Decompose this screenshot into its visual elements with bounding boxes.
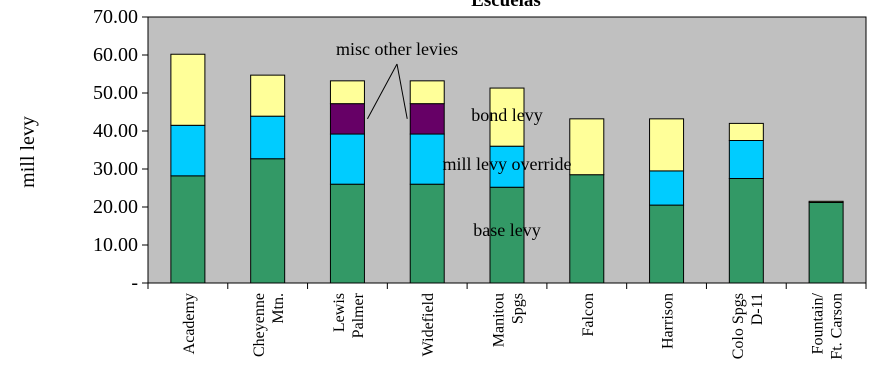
- annotation-base-label: base levy: [473, 220, 540, 240]
- misc-leader-line-3: [396, 63, 408, 119]
- bar-segment-override-4: [489, 145, 525, 188]
- x-tick-label-2: Lewis Palmer: [331, 292, 367, 338]
- bar-segment-bond-2: [329, 80, 365, 105]
- x-tick-label-line: Harrison: [660, 293, 677, 349]
- y-tick-label-2: 20.00: [93, 196, 138, 218]
- bar-segment-bond-7: [728, 122, 764, 142]
- bar-segment-bond-4: [489, 87, 525, 147]
- bar-segment-base-6: [649, 204, 685, 284]
- annotation-bond-label: bond levy: [471, 105, 543, 125]
- x-tick-label-5: Falcon: [580, 293, 597, 337]
- bar-segment-override-3: [409, 133, 445, 185]
- x-axis: Academy Cheyenne Mtn. Lewis Palmer Widefield M…: [147, 283, 867, 360]
- bar-segment-base-2: [329, 183, 365, 284]
- bar-segment-base-3: [409, 183, 445, 284]
- bar-segment-bond-1: [250, 74, 286, 117]
- x-tick-label-line: D-11: [749, 293, 766, 325]
- bar-segment-base-4: [489, 186, 525, 284]
- bar-segment-bond-8: [808, 200, 844, 203]
- x-tick-label-line: Lewis: [331, 293, 348, 332]
- x-tick-label-line: Cheyenne: [251, 293, 268, 357]
- annotations-layer: misc other levies bond levy mill levy over…: [336, 39, 571, 240]
- annotation-leader-lines: [367, 63, 408, 120]
- bar-segment-override-1: [250, 115, 286, 160]
- x-tick-label-line: Fountain/: [810, 292, 827, 354]
- bar-segment-base-0: [170, 175, 206, 284]
- y-axis: - 10.00 20.00 30.00 40.00 50.00 60.00 70.00: [93, 6, 148, 294]
- y-tick-label-6: 60.00: [93, 44, 138, 66]
- bar-segment-bond-5: [569, 118, 605, 176]
- y-tick-label-5: 50.00: [93, 82, 138, 104]
- x-tick-label-line: Falcon: [580, 293, 597, 337]
- y-tick-label-1: 10.00: [93, 234, 138, 256]
- x-tick-label-line: Palmer: [350, 292, 367, 338]
- bar-segment-misc-3: [409, 103, 445, 135]
- x-tick-label-line: Widefield: [420, 293, 437, 356]
- annotation-override-label: mill levy override: [443, 154, 572, 174]
- x-tick-label-line: Manitou: [491, 293, 508, 347]
- misc-leader-line-2: [367, 63, 398, 120]
- x-tick-label-line: Mtn.: [270, 293, 287, 324]
- bar-segment-override-2: [329, 133, 365, 185]
- x-tick-label-7: Colo Spgs D-11: [730, 293, 766, 359]
- bars-layer: [170, 53, 844, 284]
- bar-segment-override-0: [170, 124, 206, 177]
- bar-segment-bond-0: [170, 53, 206, 126]
- bar-segment-base-5: [569, 174, 605, 284]
- bar-segment-base-8: [808, 201, 844, 284]
- y-tick-label-4: 40.00: [93, 120, 138, 142]
- chart-title: Escuelas: [471, 0, 541, 11]
- x-tick-label-1: Cheyenne Mtn.: [251, 293, 287, 357]
- y-tick-label-7: 70.00: [93, 6, 138, 28]
- x-tick-label-line: Colo Spgs: [730, 293, 747, 359]
- bar-segment-base-7: [728, 178, 764, 284]
- y-tick-label-0: -: [131, 272, 138, 294]
- bar-segment-override-6: [649, 170, 685, 206]
- annotation-misc-label: misc other levies: [336, 39, 458, 59]
- x-tick-label-4: Manitou Spgs: [491, 293, 527, 347]
- x-tick-label-line: Academy: [181, 293, 198, 354]
- x-tick-label-line: Ft. Carson: [829, 293, 846, 360]
- bar-segment-override-7: [728, 140, 764, 179]
- x-tick-label-3: Widefield: [420, 293, 437, 356]
- bar-segment-bond-6: [649, 118, 685, 172]
- y-tick-label-3: 30.00: [93, 158, 138, 180]
- x-tick-label-8: Fountain/Ft. Carson: [810, 292, 846, 359]
- y-axis-label: mill levy: [17, 116, 39, 188]
- x-tick-label-6: Harrison: [660, 293, 677, 349]
- x-tick-label-0: Academy: [181, 293, 198, 354]
- x-tick-label-line: Spgs: [510, 293, 527, 324]
- bar-segment-bond-3: [409, 80, 445, 105]
- bar-segment-misc-2: [329, 103, 365, 135]
- bar-segment-base-1: [250, 158, 286, 284]
